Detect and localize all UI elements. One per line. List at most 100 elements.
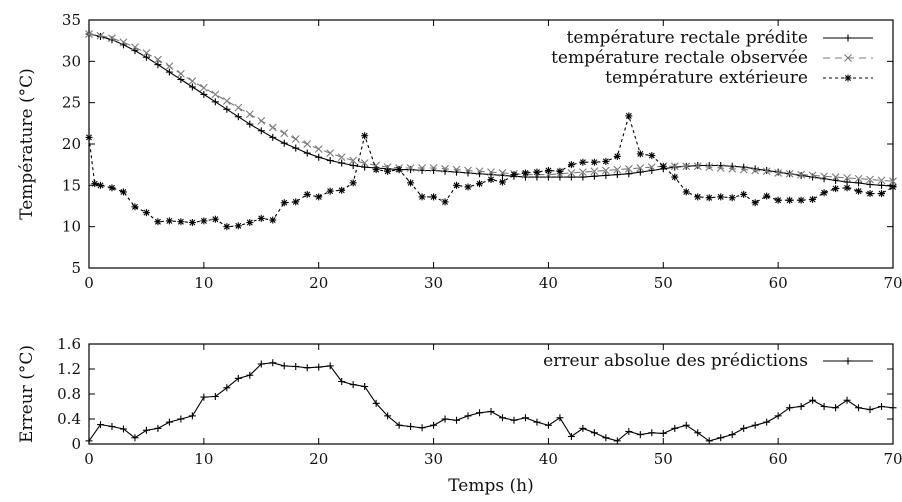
temperature-y-tick-label: 10 <box>62 218 81 236</box>
temperature-series-2-point <box>223 223 231 231</box>
error-axis-ticks: 0 10 20 30 40 50 60 70 0 0.4 0.8 1.2 1.6 <box>57 335 902 468</box>
error-series-0-point <box>280 362 288 370</box>
temperature-series-1-point <box>245 110 254 119</box>
error-series-0-point <box>177 415 185 423</box>
error-series-0-point <box>361 383 369 390</box>
temperature-series-2-point <box>395 166 403 174</box>
temperature-series-0-point <box>625 170 633 178</box>
temperature-series-1-point <box>705 163 714 172</box>
temperature-series-1-point <box>590 167 599 176</box>
temperature-series-2-point <box>91 180 99 188</box>
error-series-0-point <box>487 408 495 415</box>
temperature-legend-marker <box>844 34 852 42</box>
temperature-series-1-point <box>785 169 794 178</box>
temperature-series-1-point <box>406 164 415 172</box>
error-x-tick-label: 60 <box>769 450 788 468</box>
error-series-0-point <box>188 412 196 420</box>
temperature-axis-ticks: 0 10 20 30 40 50 60 70 5 10 15 20 25 30 35 <box>62 11 902 292</box>
error-series-0-point <box>763 418 771 426</box>
error-series-0-point <box>372 399 380 407</box>
temperature-series-0-point <box>292 144 300 152</box>
temperature-series-2-point <box>280 199 288 207</box>
temperature-x-tick-label: 50 <box>654 274 673 292</box>
temperature-series-2-point <box>590 158 598 166</box>
error-series-0-point <box>843 396 851 404</box>
temperature-series-0-point <box>613 171 621 179</box>
temperature-series-0-point <box>590 172 598 180</box>
error-series-0-point <box>866 406 874 414</box>
temperature-series-2-point <box>521 169 529 177</box>
temperature-series-1-point <box>291 135 300 143</box>
error-series-0-point <box>579 424 587 432</box>
temperature-series-0-point <box>280 139 288 147</box>
temperature-series-2-point <box>728 194 736 202</box>
error-series-0-point <box>395 421 403 429</box>
temperature-plot-marks <box>85 30 897 231</box>
temperature-series-1-point <box>843 174 851 182</box>
time-x-axis-label: Temps (h) <box>448 476 533 496</box>
temperature-series-1-point <box>567 169 576 177</box>
temperature-series-1-point <box>877 176 886 185</box>
error-legend-label: erreur absolue des prédictions <box>543 351 808 371</box>
error-series-0-point <box>257 360 265 368</box>
error-series-0-point <box>96 421 104 429</box>
temperature-series-0-point <box>763 166 771 174</box>
temperature-series-2-point <box>533 168 541 176</box>
temperature-series-1-point <box>774 169 783 177</box>
temperature-series-0-point <box>188 83 196 91</box>
temperature-series-0-point <box>361 163 369 171</box>
error-x-tick-label: 0 <box>84 450 94 468</box>
temperature-series-1-point <box>808 171 817 180</box>
temperature-series-0-point <box>234 113 242 121</box>
error-series-0-point <box>223 384 231 392</box>
temperature-series-0-point <box>142 53 150 61</box>
temperature-series-2-point <box>349 179 357 187</box>
temperature-series-1-point <box>418 164 426 172</box>
temperature-series-0-point <box>832 176 840 184</box>
error-y-tick-label: 1.6 <box>57 335 81 353</box>
temperature-series-2-point <box>108 184 116 192</box>
temperature-series-2-point <box>361 132 369 140</box>
error-series-0-point <box>533 418 541 426</box>
temperature-series-1-point <box>165 62 174 71</box>
error-x-tick-label: 30 <box>424 450 443 468</box>
error-series-0-line <box>88 362 894 442</box>
temperature-series-2-point <box>613 152 621 160</box>
temperature-series-0-point <box>246 120 254 128</box>
temperature-series-2-point <box>786 196 794 204</box>
temperature-y-axis-label: Température (°C) <box>17 68 37 220</box>
error-series-0-point <box>269 359 277 367</box>
temperature-series-2-point <box>694 193 702 201</box>
error-series-0-point <box>464 412 472 420</box>
temperature-series-0-point <box>165 68 173 76</box>
temperature-series-1-point <box>108 34 116 43</box>
error-series-0-point <box>292 363 300 370</box>
temperature-series-2-point <box>671 173 679 181</box>
temperature-series-0-point <box>797 171 805 179</box>
error-series-0-point <box>142 426 150 434</box>
error-series-0-point <box>613 437 621 445</box>
temperature-series-2-point <box>774 196 782 204</box>
temperature-series-1-point <box>693 162 702 171</box>
temperature-y-tick-label: 35 <box>62 11 81 29</box>
temperature-series-1-point <box>314 145 323 153</box>
error-panel: 0 10 20 30 40 50 60 70 0 0.4 0.8 1.2 1.6 Erreur (°C)… <box>17 335 902 496</box>
error-series-0-point <box>521 414 529 422</box>
error-series-0-point <box>809 396 817 404</box>
error-y-tick-label: 1.2 <box>57 360 81 378</box>
temperature-y-tick-label: 5 <box>71 259 81 277</box>
temperature-series-2-point <box>200 217 208 225</box>
temperature-y-tick-label: 30 <box>62 52 81 70</box>
temperature-series-2-point <box>866 190 874 198</box>
error-series-0-point <box>567 433 575 440</box>
temperature-series-1-point <box>636 164 645 172</box>
error-series-0-point <box>326 362 334 370</box>
error-series-0-point <box>453 416 461 424</box>
temperature-series-2-point <box>441 198 449 206</box>
temperature-series-2-point <box>211 215 219 223</box>
temperature-series-0-point <box>567 173 575 181</box>
temperature-series-2-point <box>832 185 840 193</box>
error-series-0-point <box>407 423 415 430</box>
temperature-series-1-point <box>429 164 438 172</box>
